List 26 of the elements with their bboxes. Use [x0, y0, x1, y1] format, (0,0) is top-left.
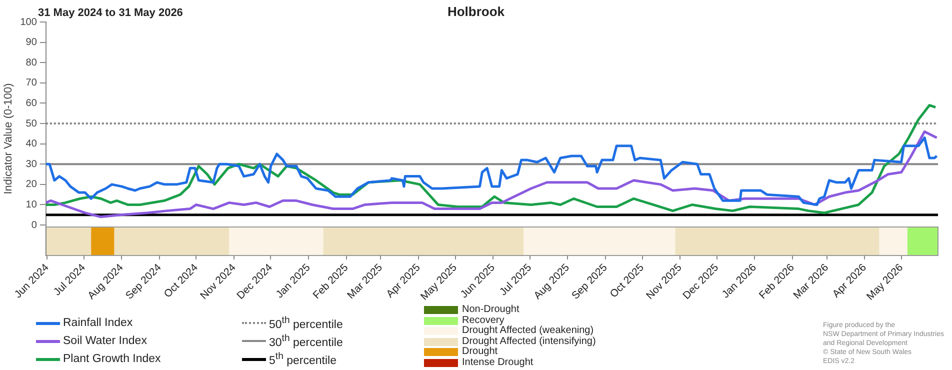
- chart-title: Holbrook: [447, 4, 505, 19]
- y-tick-label: 20: [26, 179, 38, 190]
- chart-subtitle: 31 May 2024 to 31 May 2026: [38, 7, 183, 19]
- y-tick-label: 60: [26, 98, 38, 109]
- y-tick-label: 50: [26, 118, 38, 130]
- text: Intense Drought: [462, 356, 534, 368]
- legend-label: 30$^{th}$ percentile: [269, 333, 343, 349]
- y-tick-label: 70: [26, 78, 38, 89]
- y-axis-title: Indicator Value (0-100): [2, 83, 15, 194]
- y-tick-label: 80: [26, 57, 38, 68]
- legend-label: Soil Water Index: [63, 335, 147, 347]
- text: Recovery: [462, 314, 504, 326]
- text: Drought Affected (weakening): [462, 325, 594, 336]
- y-tick-label: 30: [26, 158, 38, 170]
- text: Drought: [462, 346, 498, 358]
- legend-label: 50$^{th}$ percentile: [269, 315, 343, 331]
- text: Non-Drought: [462, 304, 520, 316]
- y-tick-label: 100: [20, 16, 38, 28]
- y-tick-label: 40: [26, 138, 38, 150]
- y-tick-label: 10: [26, 199, 38, 210]
- legend-label: Rainfall Index: [63, 317, 133, 329]
- legend-label: 5$^{th}$ percentile: [269, 351, 336, 367]
- text: Drought Affected (intensifying): [462, 336, 596, 346]
- y-tick-label: 90: [26, 37, 38, 48]
- legend-label: Plant Growth Index: [63, 353, 161, 365]
- y-tick-label: 0: [31, 220, 38, 231]
